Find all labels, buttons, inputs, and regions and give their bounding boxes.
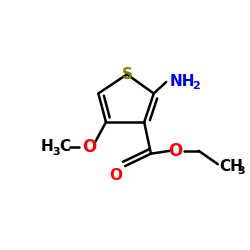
Text: 2: 2 — [192, 81, 200, 91]
Text: 3: 3 — [52, 147, 60, 157]
Text: H: H — [41, 140, 54, 154]
Text: 3: 3 — [237, 166, 244, 176]
Text: O: O — [168, 142, 182, 160]
Text: NH: NH — [170, 74, 196, 90]
Text: O: O — [82, 138, 97, 156]
Text: O: O — [109, 168, 122, 183]
Text: S: S — [122, 67, 132, 82]
Text: CH: CH — [220, 158, 244, 174]
Text: C: C — [59, 140, 70, 154]
